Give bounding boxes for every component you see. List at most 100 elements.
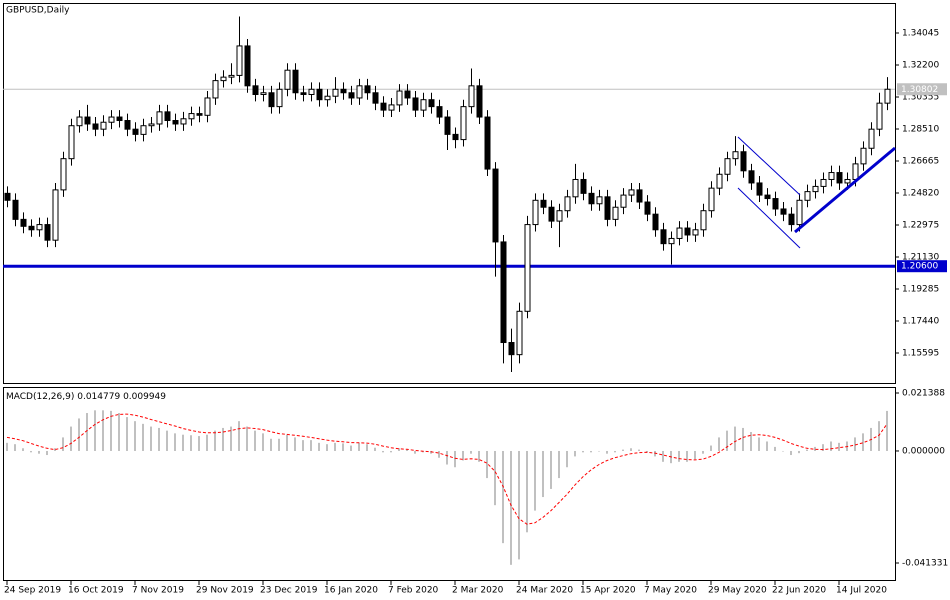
candle-body [492, 168, 499, 243]
candle-body [564, 196, 571, 212]
candle-body [116, 116, 123, 122]
macd-bar [486, 450, 488, 479]
macd-bar [366, 444, 368, 451]
candle-body [820, 178, 827, 187]
macd-bar [862, 433, 864, 451]
candle-body [628, 189, 635, 196]
candle-body [468, 85, 475, 108]
macd-bar [350, 445, 352, 451]
macd-bar [630, 448, 632, 451]
macd-bar [542, 450, 544, 498]
candle-body [868, 128, 875, 149]
macd-bar [502, 450, 504, 544]
macd-bar [14, 444, 16, 451]
candle-body [260, 92, 267, 95]
candle-body [364, 85, 371, 94]
macd-bar [166, 430, 168, 451]
macd-bar [126, 417, 128, 451]
candle-body [356, 85, 363, 99]
macd-bar [534, 450, 536, 511]
y-tick-label: 1.28510 [902, 125, 939, 135]
macd-bar [710, 445, 712, 451]
channel-line [737, 136, 801, 196]
macd-bar [782, 450, 784, 452]
candle-body [444, 116, 451, 135]
macd-bar [750, 431, 752, 451]
candle-body [836, 172, 843, 184]
macd-bar [886, 410, 888, 451]
macd-bar [806, 449, 808, 451]
candle-body [788, 213, 795, 226]
candle-body [140, 125, 147, 135]
x-tick-label: 29 Nov 2019 [196, 586, 254, 596]
macd-bar [302, 440, 304, 451]
candle-body [316, 88, 323, 101]
macd-bar [566, 450, 568, 468]
level-tag [897, 260, 947, 273]
y-tick-label: 1.21130 [902, 253, 939, 263]
candle-body [780, 208, 787, 215]
candle-body [476, 85, 483, 118]
candle-body [540, 199, 547, 208]
macd-bar [726, 430, 728, 451]
candle-body [340, 88, 347, 94]
macd-bar [238, 421, 240, 451]
macd-bar [102, 410, 104, 451]
candle-body [420, 99, 427, 111]
candle-body [28, 225, 35, 231]
candle-body [108, 116, 115, 123]
macd-bar [62, 437, 64, 451]
candle-body [404, 90, 411, 99]
candle-body [556, 210, 563, 222]
candle-body [524, 224, 531, 312]
macd-bar [390, 450, 392, 453]
macd-bar [334, 442, 336, 451]
candle-body [532, 199, 539, 226]
signal-line [6, 413, 888, 525]
y-tick-label: 0.000000 [902, 446, 945, 456]
candle-body [660, 229, 667, 245]
macd-bar [718, 437, 720, 451]
candle-body [292, 69, 299, 94]
y-tick-label: -0.041331 [902, 559, 948, 569]
macd-bar [518, 450, 520, 560]
candle-body [436, 106, 443, 118]
macd-bar [246, 426, 248, 451]
candle-body [804, 191, 811, 201]
candle-body [700, 210, 707, 231]
indicator-label: MACD(12,26,9) 0.014779 0.009949 [6, 392, 166, 402]
macd-bar [614, 450, 616, 453]
candle-body [372, 92, 379, 104]
macd-bar [654, 450, 656, 457]
macd-bar [590, 450, 592, 453]
macd-bar [478, 450, 480, 462]
candle-body [636, 189, 643, 203]
candle-body [764, 194, 771, 200]
macd-bar [30, 450, 32, 453]
macd-bar [838, 442, 840, 451]
candle-body [100, 121, 107, 130]
macd-bar [22, 448, 24, 451]
macd-bar [342, 443, 344, 451]
macd-bar [294, 437, 296, 451]
macd-bar [230, 426, 232, 451]
macd-bar [6, 442, 8, 451]
macd-bar [462, 450, 464, 461]
macd-bar [526, 450, 528, 533]
macd-bar [678, 450, 680, 462]
candle-body [52, 189, 59, 241]
candle-body [588, 192, 595, 205]
y-tick-label: 1.24820 [902, 189, 939, 199]
macd-bar [574, 450, 576, 457]
macd-bar [142, 423, 144, 451]
y-tick-label: 0.021388 [902, 388, 945, 398]
candle-body [596, 196, 603, 205]
candle-body [684, 227, 691, 236]
macd-bar [558, 450, 560, 479]
candle-body [652, 213, 659, 231]
macd-bar [278, 438, 280, 451]
macd-bar [254, 430, 256, 451]
macd-value: 0.014779 [77, 392, 120, 402]
